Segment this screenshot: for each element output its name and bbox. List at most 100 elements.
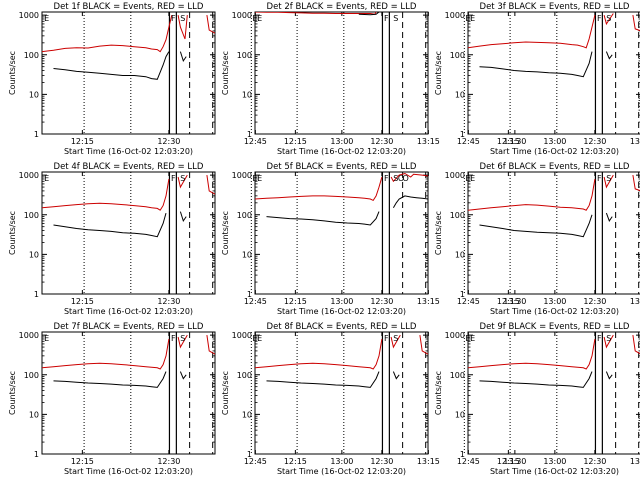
series-events-line: [605, 51, 613, 60]
y-tick-label: 1: [460, 450, 465, 459]
series-events-line: [605, 212, 613, 222]
chart-panel: Det 6f BLACK = Events, RED = LLD 1 10 100 10…: [434, 162, 640, 316]
plot-frame: [254, 171, 429, 295]
chart-title: Det 1f BLACK = Events, RED = LLD: [54, 2, 204, 12]
x-tick-label: 12:30: [157, 137, 180, 146]
y-axis-label: Counts/sec: [221, 211, 230, 255]
x-tick-label: 12:30: [157, 457, 180, 466]
y-tick-label: 1000: [19, 331, 39, 340]
y-tick-label: 1000: [19, 11, 39, 20]
flag-label: F: [171, 14, 176, 23]
x-tick-label: 12:30: [370, 297, 393, 306]
chart-panel: Det 8f BLACK = Events, RED = LLD 1 10 100 10…: [221, 322, 640, 476]
y-tick-label: 10: [29, 90, 39, 99]
flag-label: E: [257, 14, 262, 23]
x-tick-label: 13:30: [503, 297, 526, 306]
series-lld-line: [632, 175, 640, 192]
chart-title: Det 8f BLACK = Events, RED = LLD: [267, 322, 417, 332]
x-tick-label: 13:00: [330, 457, 353, 466]
x-tick-label: 12:15: [71, 297, 94, 306]
y-axis-label: Counts/sec: [434, 211, 443, 255]
y-tick-label: 10: [242, 90, 252, 99]
plot-frame: [41, 331, 216, 455]
x-tick-label: 12:45: [244, 297, 267, 306]
x-tick-label: 12:15: [71, 137, 94, 146]
y-tick-label: 10: [29, 410, 39, 419]
y-tick-label: 1000: [445, 171, 465, 180]
flag-label: S: [180, 334, 185, 343]
series-events-line: [53, 51, 170, 80]
y-tick-label: 1000: [232, 171, 252, 180]
x-axis-label: Start Time (16-Oct-02 12:03:20): [277, 467, 406, 476]
chart-panel: Det 2f BLACK = Events, RED = LLD 1 10 100 10…: [221, 2, 640, 156]
flag-label: F: [171, 174, 176, 183]
x-axis-label: Start Time (16-Oct-02 12:03:20): [64, 467, 193, 476]
chart-title: Det 9f BLACK = Events, RED = LLD: [480, 322, 630, 332]
y-axis-label: Counts/sec: [8, 51, 17, 95]
flag-label: S: [180, 174, 185, 183]
plot-frame: [41, 171, 216, 295]
flag-label: E: [44, 174, 49, 183]
y-tick-label: 1000: [445, 331, 465, 340]
series-lld-line: [255, 176, 383, 202]
chart-panel: Det 3f BLACK = Events, RED = LLD 1 10 100 10…: [434, 2, 640, 156]
y-tick-label: 1: [247, 130, 252, 139]
y-tick-label: 10: [242, 250, 252, 259]
y-tick-label: 1: [460, 290, 465, 299]
x-tick-label: 12:45: [457, 457, 480, 466]
series-lld-line: [603, 174, 614, 189]
x-axis-label: Start Time (16-Oct-02 12:03:20): [277, 307, 406, 316]
y-tick-label: 10: [242, 410, 252, 419]
y-tick-label: 1000: [232, 331, 252, 340]
y-axis-label: Counts/sec: [221, 51, 230, 95]
chart-title: Det 6f BLACK = Events, RED = LLD: [480, 162, 630, 172]
chart-panel: Det 7f BLACK = Events, RED = LLD 1 10 100 10…: [8, 322, 526, 476]
x-tick-label: 13:15: [630, 137, 640, 146]
x-tick-label: 13:00: [543, 457, 566, 466]
x-tick-label: 12:30: [157, 297, 180, 306]
y-tick-label: 100: [450, 371, 465, 380]
x-tick-label: 13:30: [503, 457, 526, 466]
plot-frame: [254, 331, 429, 455]
series-lld-line: [468, 338, 596, 370]
chart-panel: Det 9f BLACK = Events, RED = LLD 1 10 100 10…: [434, 322, 640, 476]
series-events-line: [179, 211, 187, 223]
flag-label: S: [606, 14, 611, 23]
y-axis-label: Counts/sec: [8, 211, 17, 255]
x-axis-label: Start Time (16-Oct-02 12:03:20): [277, 147, 406, 156]
chart-title: Det 5f BLACK = Events, RED = LLD: [267, 162, 417, 172]
x-tick-label: 12:15: [497, 297, 520, 306]
y-axis-label: Counts/sec: [221, 371, 230, 415]
flag-label: E: [257, 174, 262, 183]
series-lld-line: [390, 172, 428, 183]
x-tick-label: 12:15: [497, 137, 520, 146]
series-lld-line: [42, 178, 170, 211]
x-tick-label: 13:30: [503, 137, 526, 146]
plot-frame: [467, 171, 640, 295]
x-tick-label: 12:30: [583, 137, 606, 146]
flag-label: S: [606, 174, 611, 183]
series-lld-line: [419, 335, 428, 355]
x-tick-label: 13:00: [543, 137, 566, 146]
series-events-line: [266, 211, 380, 226]
y-tick-label: 100: [24, 51, 39, 60]
flag-label: F: [597, 14, 602, 23]
series-lld-line: [632, 335, 640, 355]
series-lld-line: [177, 334, 188, 349]
x-tick-label: 12:15: [284, 457, 307, 466]
chart-panel: Det 1f BLACK = Events, RED = LLD 1 10 100 10…: [8, 2, 526, 156]
x-tick-label: 12:45: [244, 457, 267, 466]
series-lld-line: [177, 174, 188, 189]
series-lld-line: [632, 15, 640, 32]
chart-panel: Det 5f BLACK = Events, RED = LLD 1 10 100 10…: [221, 162, 640, 316]
chart-title: Det 2f BLACK = Events, RED = LLD: [267, 2, 417, 12]
series-lld-line: [255, 12, 377, 15]
flag-label: F: [384, 334, 389, 343]
y-tick-label: 1: [34, 290, 39, 299]
y-tick-label: 100: [450, 51, 465, 60]
y-tick-label: 10: [455, 410, 465, 419]
y-tick-label: 1000: [445, 11, 465, 20]
x-tick-label: 12:30: [583, 457, 606, 466]
y-tick-label: 100: [24, 371, 39, 380]
